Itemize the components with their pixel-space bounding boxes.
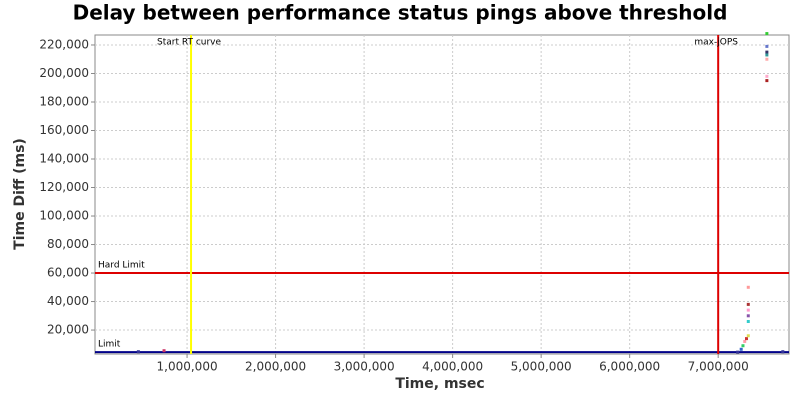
point — [765, 50, 769, 54]
point — [765, 57, 769, 61]
point — [739, 347, 743, 351]
threshold-label: Limit — [98, 340, 121, 350]
y-tick-label: 200,000 — [39, 66, 89, 80]
point — [765, 53, 769, 57]
chart-title: Delay between performance status pings a… — [73, 1, 728, 25]
y-tick-label: 80,000 — [47, 237, 89, 251]
threshold-label: Hard Limit — [98, 261, 145, 271]
point — [765, 32, 769, 36]
point — [736, 350, 740, 354]
y-tick-label: 160,000 — [39, 123, 89, 137]
point — [765, 74, 769, 78]
y-tick-label: 220,000 — [39, 37, 89, 51]
point — [746, 302, 750, 306]
y-tick-label: 100,000 — [39, 209, 89, 223]
y-tick-label: 40,000 — [47, 294, 89, 308]
marker-label: max-jOPS — [694, 38, 738, 48]
marker-label: Start RT curve — [157, 38, 221, 48]
point — [746, 285, 750, 289]
point — [741, 344, 745, 348]
point — [765, 79, 769, 83]
x-tick-label: 2,000,000 — [245, 360, 306, 374]
x-axis-label: Time, msec — [395, 376, 484, 392]
point — [743, 339, 747, 343]
point — [136, 350, 140, 354]
point — [746, 320, 750, 324]
x-tick-label: 6,000,000 — [599, 360, 660, 374]
point — [765, 44, 769, 48]
point — [746, 308, 750, 312]
y-tick-label: 140,000 — [39, 152, 89, 166]
plot-area — [94, 34, 790, 355]
y-tick-label: 20,000 — [47, 323, 89, 337]
y-axis-label: Time Diff (ms) — [12, 138, 28, 250]
y-tick-label: 120,000 — [39, 180, 89, 194]
x-tick-label: 7,000,000 — [688, 360, 749, 374]
x-tick-label: 3,000,000 — [334, 360, 395, 374]
point — [745, 337, 749, 341]
x-tick-label: 5,000,000 — [511, 360, 572, 374]
y-tick-label: 60,000 — [47, 266, 89, 280]
point — [746, 334, 750, 338]
point — [162, 349, 166, 353]
x-tick-label: 1,000,000 — [157, 360, 218, 374]
x-tick-label: 4,000,000 — [422, 360, 483, 374]
y-tick-label: 180,000 — [39, 94, 89, 108]
point — [746, 314, 750, 318]
point — [781, 350, 785, 354]
